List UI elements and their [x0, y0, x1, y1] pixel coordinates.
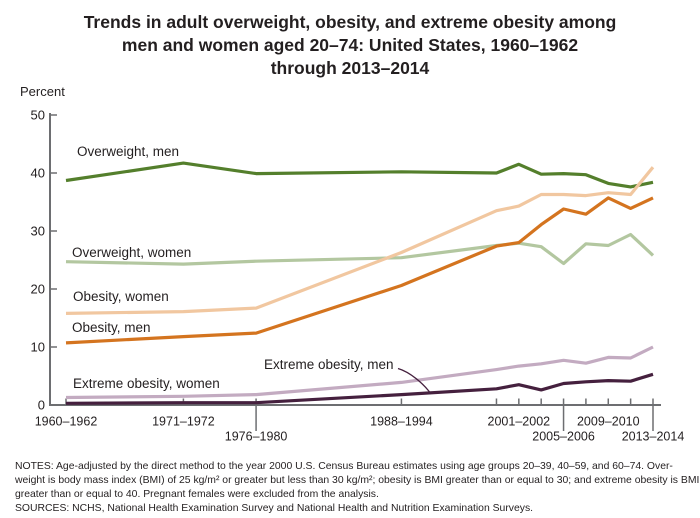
- series-line-extreme-obesity-women: [65, 345, 654, 400]
- series-line-obesity-men: [65, 196, 654, 345]
- series-label-overweight-women: Overweight, women: [72, 245, 192, 260]
- y-tick-label: 40: [31, 166, 45, 181]
- chart-title: Trends in adult overweight, obesity, and…: [0, 11, 700, 80]
- series-line-overweight-women: [65, 232, 655, 266]
- x-tick-label: 1960–1962: [35, 415, 98, 429]
- series-label-extreme-obesity-men: Extreme obesity, men: [264, 357, 394, 372]
- series-label-obesity-men: Obesity, men: [72, 320, 151, 335]
- series-line-overweight-men: [65, 161, 654, 189]
- series-label-obesity-women: Obesity, women: [73, 289, 169, 304]
- x-tick-label: 1971–1972: [152, 415, 215, 429]
- y-tick-label: 0: [38, 398, 45, 413]
- sources-line: SOURCES: NCHS, National Health Examinati…: [15, 503, 534, 514]
- x-tick-label: 1988–1994: [370, 415, 433, 429]
- x-tick-label: 1976–1980: [225, 430, 288, 444]
- extreme-obesity-men-leader-line: [397, 367, 432, 395]
- series-label-overweight-men: Overweight, men: [77, 144, 180, 159]
- x-tick-label: 2005–2006: [532, 430, 595, 444]
- x-tick-label: 2001–2002: [488, 415, 551, 429]
- y-tick-label: 10: [31, 340, 45, 355]
- x-tick-label: 2013–2014: [622, 430, 685, 444]
- notes-line-1: NOTES: Age-adjusted by the direct method…: [15, 461, 673, 472]
- notes: NOTES: Age-adjusted by the direct method…: [15, 460, 700, 516]
- series-line-extreme-obesity-men: [65, 372, 654, 405]
- y-tick-label: 20: [31, 282, 45, 297]
- x-tick-label: 2009–2010: [577, 415, 640, 429]
- chart-title-line2: men and women aged 20–74: United States,…: [121, 35, 579, 55]
- notes-line-2: weight is body mass index (BMI) of 25 kg…: [15, 475, 700, 486]
- y-tick-label: 30: [31, 224, 45, 239]
- y-tick-label: 50: [31, 108, 45, 123]
- notes-line-3: greater than or equal to 40. Pregnant fe…: [15, 489, 379, 500]
- series-label-extreme-obesity-women: Extreme obesity, women: [73, 376, 220, 391]
- series-line-obesity-women: [65, 166, 655, 315]
- chart-title-line1: Trends in adult overweight, obesity, and…: [83, 12, 617, 32]
- y-axis-title: Percent: [20, 84, 65, 99]
- chart-title-line3: through 2013–2014: [270, 58, 430, 78]
